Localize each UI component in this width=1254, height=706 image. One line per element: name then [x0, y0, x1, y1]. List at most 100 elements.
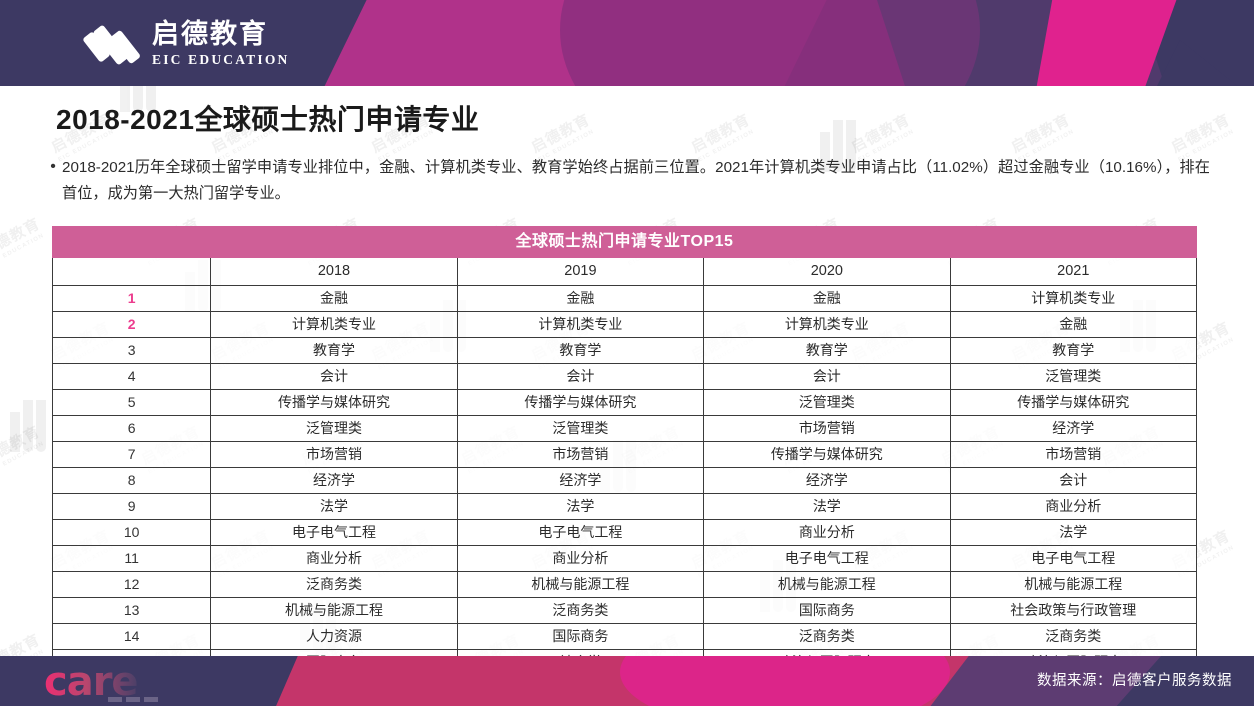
major-cell-2019: 计算机类专业: [456, 311, 705, 338]
major-cell-2021: 计算机类专业: [949, 285, 1198, 312]
table-row: 14 人力资源 国际商务 泛商务类 泛商务类: [51, 623, 1198, 650]
major-cell-2020: 金融: [703, 285, 951, 312]
rank-cell: 2: [51, 311, 212, 338]
table-row: 9 法学 法学 法学 商业分析: [51, 493, 1198, 520]
rank-cell: 3: [51, 337, 212, 364]
table-caption-row: 全球硕士热门申请专业TOP15: [52, 226, 1197, 258]
major-cell-2018: 机械与能源工程: [210, 597, 458, 624]
table-column-header-row: 2018 2019 2020 2021: [51, 257, 1198, 286]
major-cell-2018: 泛管理类: [210, 415, 458, 442]
major-cell-2021: 机械与能源工程: [949, 571, 1198, 598]
rank-cell: 4: [51, 363, 212, 390]
eic-logo-icon: [82, 18, 142, 70]
major-cell-2020: 国际商务: [703, 597, 951, 624]
major-cell-2018: 商业分析: [210, 545, 458, 572]
major-cell-2021: 传播学与媒体研究: [949, 389, 1198, 416]
footer-shape-2: [620, 656, 950, 706]
rank-cell: 12: [51, 571, 212, 598]
table-row: 7 市场营销 市场营销 传播学与媒体研究 市场营销: [51, 441, 1198, 468]
major-cell-2021: 社会政策与行政管理: [949, 597, 1198, 624]
table-row: 3 教育学 教育学 教育学 教育学: [51, 337, 1198, 364]
table-row: 12 泛商务类 机械与能源工程 机械与能源工程 机械与能源工程: [51, 571, 1198, 598]
table-row: 10 电子电气工程 电子电气工程 商业分析 法学: [51, 519, 1198, 546]
rank-cell: 10: [51, 519, 212, 546]
major-cell-2021: 市场营销: [949, 441, 1198, 468]
major-cell-2019: 电子电气工程: [456, 519, 705, 546]
major-cell-2018: 经济学: [210, 467, 458, 494]
table-row: 11 商业分析 商业分析 电子电气工程 电子电气工程: [51, 545, 1198, 572]
major-cell-2020: 计算机类专业: [703, 311, 951, 338]
major-cell-2020: 商业分析: [703, 519, 951, 546]
major-cell-2018: 会计: [210, 363, 458, 390]
major-cell-2021: 法学: [949, 519, 1198, 546]
major-cell-2021: 经济学: [949, 415, 1198, 442]
major-cell-2018: 传播学与媒体研究: [210, 389, 458, 416]
major-cell-2019: 商业分析: [456, 545, 705, 572]
data-source-note: 数据来源：启德客户服务数据: [1037, 673, 1232, 689]
rank-cell: 14: [51, 623, 212, 650]
major-cell-2019: 传播学与媒体研究: [456, 389, 705, 416]
column-header-rank: [51, 257, 212, 286]
rank-cell: 9: [51, 493, 212, 520]
rank-cell: 13: [51, 597, 212, 624]
major-cell-2019: 泛商务类: [456, 597, 705, 624]
header-band: [0, 0, 1254, 86]
rank-cell: 7: [51, 441, 212, 468]
major-cell-2021: 教育学: [949, 337, 1198, 364]
watermark-iu-icon: [10, 400, 46, 457]
major-cell-2018: 教育学: [210, 337, 458, 364]
rank-cell: 6: [51, 415, 212, 442]
major-cell-2020: 法学: [703, 493, 951, 520]
summary-bullet: • 2018-2021历年全球硕士留学申请专业排位中，金融、计算机类专业、教育学…: [44, 155, 1210, 207]
major-cell-2018: 法学: [210, 493, 458, 520]
major-cell-2020: 教育学: [703, 337, 951, 364]
column-header-2020: 2020: [703, 257, 951, 286]
column-header-2021: 2021: [949, 257, 1198, 286]
major-cell-2020: 经济学: [703, 467, 951, 494]
brand-name-cn: 启德教育: [152, 19, 268, 50]
major-cell-2021: 会计: [949, 467, 1198, 494]
table-row: 13 机械与能源工程 泛商务类 国际商务 社会政策与行政管理: [51, 597, 1198, 624]
rank-cell: 5: [51, 389, 212, 416]
care-logo-dots-icon: [108, 697, 158, 702]
table-body: 1 金融 金融 金融 计算机类专业 2 计算机类专业 计算机类专业 计算机类专业 金融 3 教育学 教育…: [51, 285, 1198, 676]
major-cell-2018: 人力资源: [210, 623, 458, 650]
majors-table: 全球硕士热门申请专业TOP15 2018 2019 2020 2021 1 金融金…: [51, 226, 1198, 676]
column-header-2018: 2018: [210, 257, 458, 286]
major-cell-2018: 金融: [210, 285, 458, 312]
major-cell-2018: 市场营销: [210, 441, 458, 468]
rank-cell: 1: [51, 285, 212, 312]
major-cell-2020: 传播学与媒体研究: [703, 441, 951, 468]
major-cell-2020: 泛管理类: [703, 389, 951, 416]
major-cell-2019: 机械与能源工程: [456, 571, 705, 598]
major-cell-2020: 机械与能源工程: [703, 571, 951, 598]
major-cell-2019: 市场营销: [456, 441, 705, 468]
footer-band: care 数据来源：启德客户服务数据: [0, 656, 1254, 706]
table-row: 5 传播学与媒体研究 传播学与媒体研究 泛管理类 传播学与媒体研究: [51, 389, 1198, 416]
table-row: 1 金融 金融 金融 计算机类专业: [51, 285, 1198, 312]
major-cell-2021: 电子电气工程: [949, 545, 1198, 572]
major-cell-2020: 泛商务类: [703, 623, 951, 650]
major-cell-2021: 金融: [949, 311, 1198, 338]
major-cell-2019: 法学: [456, 493, 705, 520]
major-cell-2020: 会计: [703, 363, 951, 390]
content-area: 2018-2021全球硕士热门申请专业 • 2018-2021历年全球硕士留学申…: [0, 86, 1254, 207]
major-cell-2020: 电子电气工程: [703, 545, 951, 572]
major-cell-2021: 商业分析: [949, 493, 1198, 520]
major-cell-2019: 会计: [456, 363, 705, 390]
major-cell-2018: 计算机类专业: [210, 311, 458, 338]
major-cell-2018: 电子电气工程: [210, 519, 458, 546]
table-caption: 全球硕士热门申请专业TOP15: [52, 226, 1197, 258]
table-row: 8 经济学 经济学 经济学 会计: [51, 467, 1198, 494]
page-title: 2018-2021全球硕士热门申请专业: [56, 104, 480, 135]
major-cell-2019: 泛管理类: [456, 415, 705, 442]
major-cell-2019: 金融: [456, 285, 705, 312]
major-cell-2019: 国际商务: [456, 623, 705, 650]
major-cell-2019: 教育学: [456, 337, 705, 364]
bullet-dot-icon: •: [50, 158, 56, 175]
table-row: 6 泛管理类 泛管理类 市场营销 经济学: [51, 415, 1198, 442]
care-logo: care: [44, 659, 139, 705]
major-cell-2020: 市场营销: [703, 415, 951, 442]
